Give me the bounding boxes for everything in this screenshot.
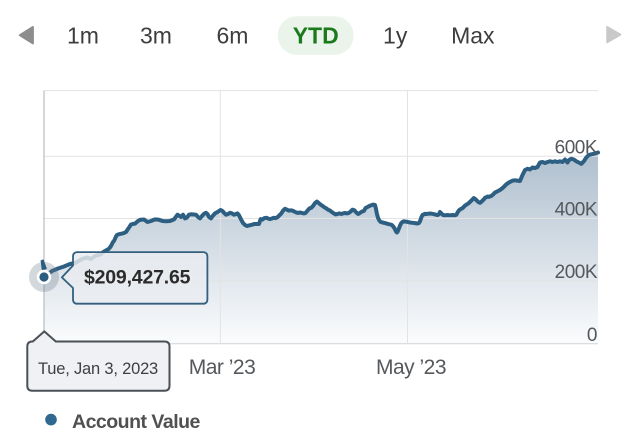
svg-text:1y: 1y — [383, 22, 408, 48]
svg-text:May ’23: May ’23 — [376, 356, 446, 379]
svg-text:3m: 3m — [140, 22, 172, 48]
svg-text:$209,427.65: $209,427.65 — [84, 267, 191, 289]
svg-text:Mar ’23: Mar ’23 — [189, 356, 256, 379]
svg-text:200K: 200K — [555, 262, 598, 283]
svg-text:400K: 400K — [555, 199, 598, 220]
svg-text:6m: 6m — [217, 22, 249, 48]
svg-text:YTD: YTD — [293, 23, 339, 49]
svg-text:Max: Max — [451, 22, 495, 48]
svg-text:Account Value: Account Value — [72, 411, 201, 433]
svg-text:0: 0 — [587, 325, 597, 346]
svg-text:Tue, Jan 3, 2023: Tue, Jan 3, 2023 — [38, 360, 158, 378]
svg-text:1m: 1m — [67, 22, 99, 48]
svg-text:600K: 600K — [555, 137, 598, 158]
